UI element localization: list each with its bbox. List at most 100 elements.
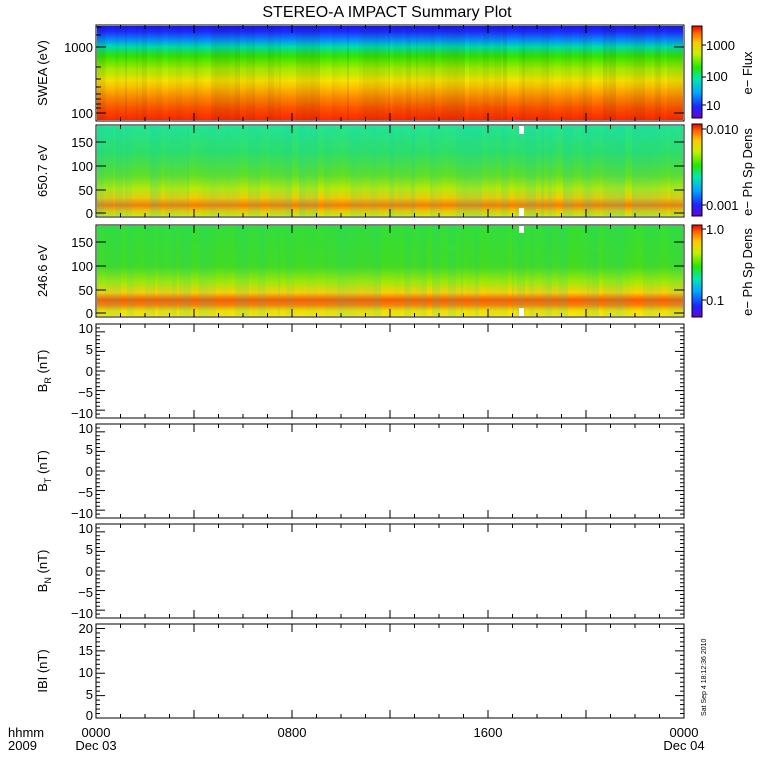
pad650-stripe (345, 126, 351, 216)
pad246-stripe (199, 226, 207, 316)
panel-bn: 10 5 0 −5 −10 BN (nT) (35, 521, 685, 621)
pad246-stripe (290, 226, 295, 316)
pad246-stripe (544, 226, 546, 316)
pad650-stripe (150, 126, 157, 216)
swea-stripe (625, 26, 631, 120)
pad246-stripe (191, 226, 199, 316)
br-ytick-m10: −10 (71, 406, 93, 421)
pad650-stripe (660, 126, 667, 216)
swea-stripe (588, 26, 592, 120)
pad650-stripe (104, 126, 107, 216)
pad650-stripe (123, 126, 125, 216)
pad246-stripe (158, 226, 164, 316)
pad650-stripe (638, 126, 645, 216)
pad246-stripe (177, 226, 179, 316)
panel-swea: 1000 100 SWEA (eV) 1000 100 10 e− Flux (35, 24, 755, 122)
pad650-stripe (180, 126, 185, 216)
xtick-label-0800: 0800 (278, 725, 307, 740)
pad246-stripe (456, 226, 461, 316)
pad650-stripe (115, 126, 123, 216)
pad246-stripe (416, 226, 421, 316)
swea-stripe (459, 26, 465, 120)
pad650-stripe (197, 126, 202, 216)
pad246-stripe (479, 226, 487, 316)
swea-stripe (565, 26, 572, 120)
swea-stripe (214, 26, 221, 120)
pad650-stripe (463, 126, 468, 216)
swea-stripe (281, 26, 288, 120)
swea-stripe (661, 26, 664, 120)
pad650-stripe (171, 126, 173, 216)
pad650-stripe (581, 126, 583, 216)
swea-stripe (240, 26, 243, 120)
br-ytick-10: 10 (79, 321, 93, 336)
pad650-stripe (217, 126, 225, 216)
pad246-stripe-texture (97, 226, 683, 316)
swea-stripe (320, 26, 327, 120)
swea-stripe (340, 26, 347, 120)
pad246-stripe (592, 226, 599, 316)
swea-stripe (609, 26, 616, 120)
pad246-spectrogram (97, 226, 683, 316)
pad246-stripe (364, 226, 366, 316)
swea-stripe (402, 26, 406, 120)
pad246-stripe (529, 226, 534, 316)
pad246-stripe (298, 226, 300, 316)
swea-stripe (656, 26, 661, 120)
swea-y-ticks (96, 26, 684, 114)
swea-stripe (546, 26, 549, 120)
pad650-stripe (356, 126, 362, 216)
pad650-colorbar (691, 123, 703, 217)
pad650-stripe (583, 126, 586, 216)
swea-colorbar (691, 25, 703, 119)
pad246-ylabel: 246.6 eV (35, 245, 50, 297)
br-y-ticks (96, 323, 684, 419)
br-ytick-m5: −5 (78, 385, 93, 400)
pad650-ytick-150: 150 (71, 135, 93, 150)
swea-cbar-label: e− Flux (740, 51, 755, 94)
pad650-stripe (670, 126, 677, 216)
br-x-ticks (120, 324, 660, 418)
swea-stripe (586, 26, 588, 120)
pad246-stripe (463, 226, 467, 316)
pad650-ytick-0: 0 (86, 206, 93, 221)
pad650-stripe (157, 126, 161, 216)
pad650-stripe (314, 126, 318, 216)
time-axis-labels: hhmm 2009 0000 0800 1600 0000 Dec 03 Dec… (8, 725, 705, 753)
bn-frame (95, 523, 685, 619)
pad246-stripe (679, 226, 683, 316)
pad246-stripe (349, 226, 355, 316)
pad650-stripe (411, 126, 415, 216)
pad246-stripe (231, 226, 234, 316)
swea-stripe (211, 26, 214, 120)
pad650-data-gap (519, 126, 524, 134)
swea-stripe (483, 26, 489, 120)
swea-stripe (554, 26, 561, 120)
swea-stripe (465, 26, 469, 120)
swea-stripe (489, 26, 494, 120)
pad650-ytick-50: 50 (79, 183, 93, 198)
pad246-stripe (563, 226, 568, 316)
swea-ytick-100: 100 (71, 106, 93, 121)
pad246-stripe (401, 226, 404, 316)
xaxis-format-label: hhmm (8, 725, 44, 740)
pad246-stripe (603, 226, 608, 316)
panel-br: 10 5 0 −5 −10 BR (nT) (35, 321, 685, 421)
swea-stripe (302, 26, 308, 120)
pad246-stripe (552, 226, 559, 316)
pad246-stripe (325, 226, 329, 316)
swea-stripe (631, 26, 634, 120)
swea-stripe (375, 26, 379, 120)
pad246-stripe (647, 226, 654, 316)
pad246-stripe (97, 226, 99, 316)
swea-stripe (411, 26, 416, 120)
swea-stripe (503, 26, 507, 120)
pad246-stripe (568, 226, 574, 316)
swea-stripe (252, 26, 255, 120)
swea-stripe (621, 26, 625, 120)
swea-stripe (311, 26, 313, 120)
swea-stripe (572, 26, 574, 120)
swea-stripe (501, 26, 503, 120)
pad650-stripe (533, 126, 536, 216)
xtick-label-0000: 0000 (82, 725, 111, 740)
